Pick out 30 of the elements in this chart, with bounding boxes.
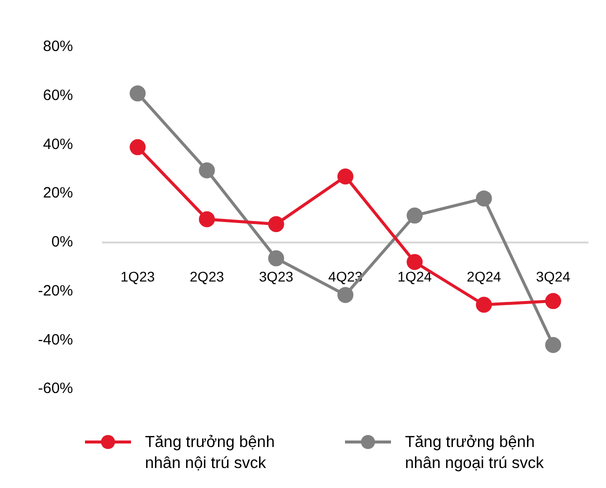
x-tick-label: 3Q24 xyxy=(536,268,570,285)
point xyxy=(545,293,562,310)
y-tick-label: -20% xyxy=(38,282,74,300)
point xyxy=(406,254,423,270)
point xyxy=(337,168,354,184)
point xyxy=(476,296,492,313)
x-tick-label: 2Q23 xyxy=(190,268,224,285)
y-tick-label: 40% xyxy=(42,136,74,153)
legend-label: Tăng trưởng bệnh nhân ngoại trú svck xyxy=(405,433,545,474)
y-tick-label: 80% xyxy=(42,38,74,56)
point xyxy=(268,250,284,266)
y-tick-label: 20% xyxy=(42,184,74,202)
point xyxy=(337,286,354,303)
point xyxy=(198,211,215,228)
point xyxy=(130,139,146,156)
point xyxy=(406,208,423,224)
point xyxy=(545,337,562,354)
x-tick-label: 2Q24 xyxy=(466,268,502,285)
point xyxy=(476,190,492,206)
y-tick-label: 0% xyxy=(51,234,74,251)
x-tick-label: 1Q23 xyxy=(120,268,155,285)
y-tick-label: -60% xyxy=(38,380,74,398)
x-tick-label: 3Q23 xyxy=(259,268,294,285)
point xyxy=(268,216,284,232)
point xyxy=(198,162,215,178)
point xyxy=(130,85,146,102)
legend-label: Tăng trưởng bệnh nhân nội trú svck xyxy=(145,433,276,474)
y-tick-label: -40% xyxy=(38,331,74,348)
y-tick-label: 60% xyxy=(42,87,74,104)
x-tick-label: 1Q24 xyxy=(398,268,432,285)
